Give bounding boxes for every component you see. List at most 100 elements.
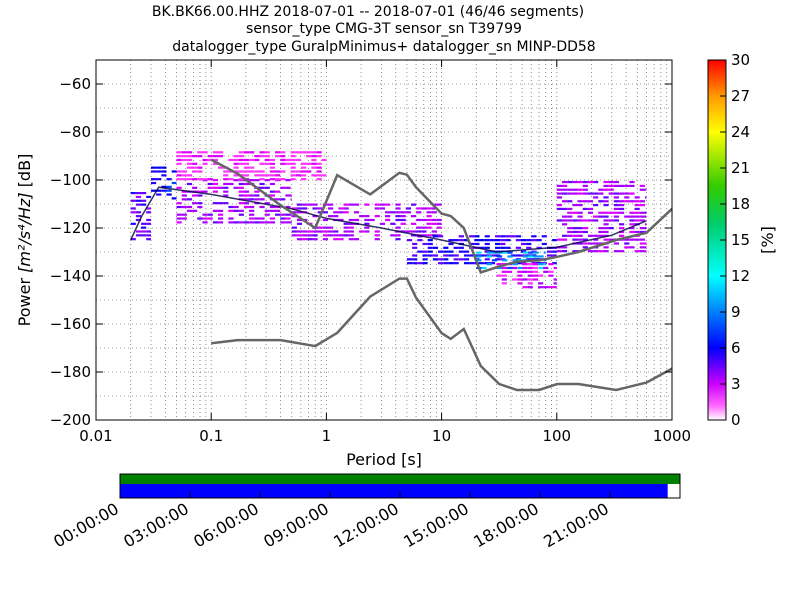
density-cell [353, 218, 360, 222]
density-cell [567, 180, 573, 184]
density-cell [486, 255, 492, 258]
density-cell [502, 259, 508, 262]
density-cell [532, 278, 539, 281]
density-cell [161, 189, 167, 192]
density-cell [479, 262, 485, 265]
density-cell [300, 170, 307, 173]
density-cell [603, 238, 609, 241]
density-cell [254, 190, 260, 193]
density-cell [619, 200, 625, 203]
colorbar-tick-label: 6 [731, 339, 741, 357]
density-cell [506, 270, 513, 273]
density-cell [374, 230, 380, 233]
density-cell [296, 234, 303, 237]
density-cell [135, 211, 142, 214]
density-cell [348, 238, 354, 241]
density-cell [522, 278, 528, 281]
density-cell [290, 155, 296, 158]
density-cell [295, 170, 301, 173]
density-cell [572, 250, 578, 253]
density-cell [431, 211, 437, 214]
density-cell [259, 186, 265, 189]
chart-title-line2: sensor_type CMG-3T sensor_sn T39799 [246, 21, 522, 37]
density-cell [306, 155, 312, 158]
density-cell [322, 230, 329, 233]
density-cell [532, 266, 539, 270]
density-cell [364, 230, 370, 233]
density-cell [624, 196, 630, 199]
density-cell [290, 151, 296, 154]
density-cell [228, 158, 234, 162]
density-cell [501, 274, 507, 277]
density-cell [233, 162, 239, 165]
density-cell [264, 202, 270, 205]
density-cell [300, 151, 307, 154]
density-cell [333, 238, 339, 241]
density-cell [181, 178, 187, 181]
density-cell [306, 151, 312, 154]
density-cell [217, 155, 224, 158]
density-cell [538, 286, 544, 289]
density-cell [166, 193, 172, 196]
density-cell [197, 151, 203, 154]
density-cell [300, 166, 307, 169]
density-cell [322, 218, 329, 222]
density-cell [296, 203, 303, 206]
density-cell [275, 174, 281, 177]
density-cell [463, 250, 470, 253]
density-cell [379, 222, 386, 225]
density-cell [552, 250, 557, 253]
density-cell [405, 207, 411, 210]
plot-frame [95, 59, 673, 421]
density-cell [197, 190, 203, 193]
density-cell [181, 198, 187, 201]
density-cell [510, 235, 516, 238]
density-cell [254, 217, 260, 220]
density-cell [374, 238, 380, 241]
density-cell [254, 170, 260, 173]
density-cell [249, 221, 255, 224]
density-cell [432, 246, 439, 249]
colorbar-ticks: 0 3 6 9 12 15 18 21 24 27 30 [720, 51, 750, 429]
density-cell [171, 170, 177, 173]
density-cell [146, 218, 151, 222]
density-cell [379, 203, 386, 206]
x-tick-label: 100 [542, 427, 571, 445]
density-cell [507, 266, 513, 270]
density-cell [291, 226, 297, 229]
density-cell [307, 234, 313, 237]
colorbar-tick-label: 21 [731, 159, 750, 177]
density-cell [613, 207, 620, 211]
time-tick-label: 21:00:00 [540, 499, 612, 551]
density-cell [312, 215, 318, 218]
density-cell [243, 198, 250, 201]
density-cell [181, 190, 187, 193]
density-cell [322, 211, 329, 214]
density-cell [186, 182, 193, 186]
grid [95, 59, 672, 421]
density-cell [161, 166, 167, 169]
density-cell [385, 215, 391, 218]
density-cell [212, 221, 218, 224]
processed-segments-strip [120, 484, 668, 498]
density-cell [639, 246, 645, 249]
density-cell [300, 174, 307, 177]
density-cell [598, 215, 604, 218]
density-cell [316, 162, 322, 165]
density-cell [613, 180, 620, 184]
density-cell [507, 255, 513, 258]
density-cell [587, 192, 594, 195]
density-cell [264, 155, 270, 158]
density-cell [421, 230, 427, 233]
density-cell [639, 242, 645, 245]
density-cell [431, 207, 437, 210]
density-cell [438, 258, 444, 261]
density-cell [567, 192, 573, 195]
density-cell [527, 266, 533, 270]
density-cell [629, 230, 635, 234]
density-cell [463, 258, 470, 261]
density-cell [192, 202, 198, 205]
density-cell [217, 217, 224, 220]
density-cell [572, 234, 578, 237]
density-cell [135, 234, 142, 237]
